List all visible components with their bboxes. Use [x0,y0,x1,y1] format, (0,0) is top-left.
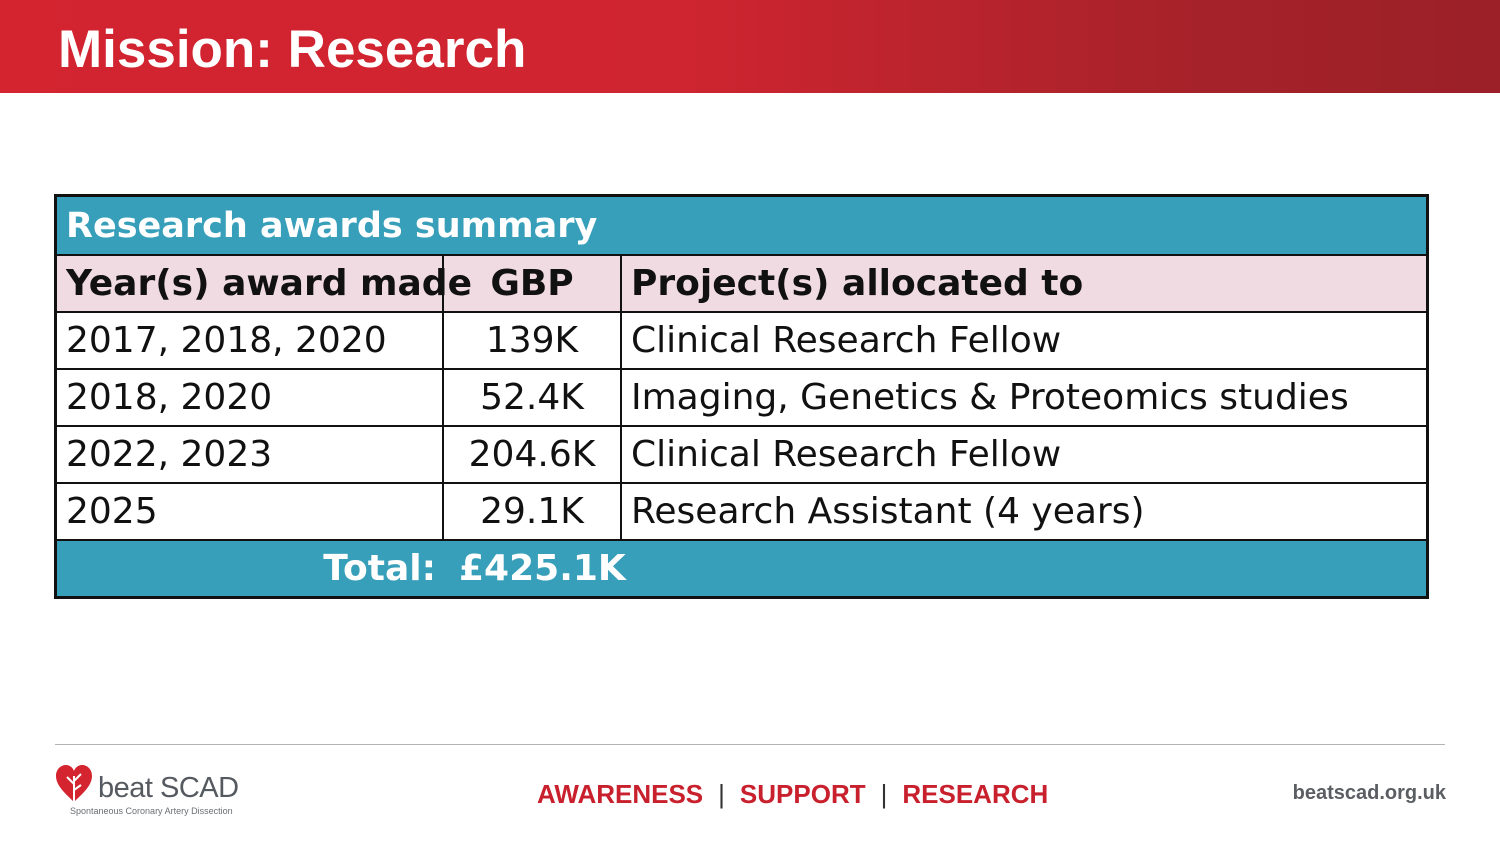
footer-divider [55,744,1445,745]
cell-project: Clinical Research Fellow [631,434,1062,475]
table-title: Research awards summary [66,205,598,246]
footer-tagline: AWARENESS | SUPPORT | RESEARCH [537,778,1048,810]
slide-title: Mission: Research [58,20,527,79]
tagline-awareness: AWARENESS [537,778,704,809]
table-total-row: Total: £425.1K [57,539,1426,596]
cell-project: Imaging, Genetics & Proteomics studies [631,377,1349,418]
beat-scad-logo: beat SCAD Spontaneous Coronary Artery Di… [54,762,254,820]
tagline-separator: | [880,778,888,809]
header-gbp: GBP [444,256,622,311]
logo-tagline: Spontaneous Coronary Artery Dissection [70,806,233,816]
cell-gbp: 52.4K [444,370,622,425]
cell-years: 2018, 2020 [57,370,444,425]
cell-project: Clinical Research Fellow [631,320,1062,361]
cell-gbp: 139K [444,313,622,368]
cell-years: 2017, 2018, 2020 [57,313,444,368]
total-value: £425.1K [459,548,626,589]
header-projects: Project(s) allocated to [631,263,1084,304]
research-awards-table: Research awards summary Year(s) award ma… [54,194,1429,599]
logo-wordmark: beat SCAD [98,772,239,804]
tagline-research: RESEARCH [902,778,1049,809]
table-title-row: Research awards summary [57,197,1426,254]
website-url: beatscad.org.uk [1292,782,1446,804]
heart-tree-icon [56,765,92,802]
total-label: Total: [323,548,436,589]
table-row: 2018, 2020 52.4K Imaging, Genetics & Pro… [57,368,1426,425]
cell-years: 2025 [57,484,444,539]
tagline-separator: | [718,778,725,809]
cell-project: Research Assistant (4 years) [631,491,1145,532]
table-row: 2017, 2018, 2020 139K Clinical Research … [57,311,1426,368]
cell-years: 2022, 2023 [57,427,444,482]
cell-gbp: 29.1K [444,484,622,539]
table-row: 2025 29.1K Research Assistant (4 years) [57,482,1426,539]
table-header-row: Year(s) award made GBP Project(s) alloca… [57,254,1426,311]
header-years: Year(s) award made [57,256,472,311]
tagline-support: SUPPORT [739,778,866,809]
table-row: 2022, 2023 204.6K Clinical Research Fell… [57,425,1426,482]
title-bar: Mission: Research [0,0,1500,93]
cell-gbp: 204.6K [444,427,622,482]
